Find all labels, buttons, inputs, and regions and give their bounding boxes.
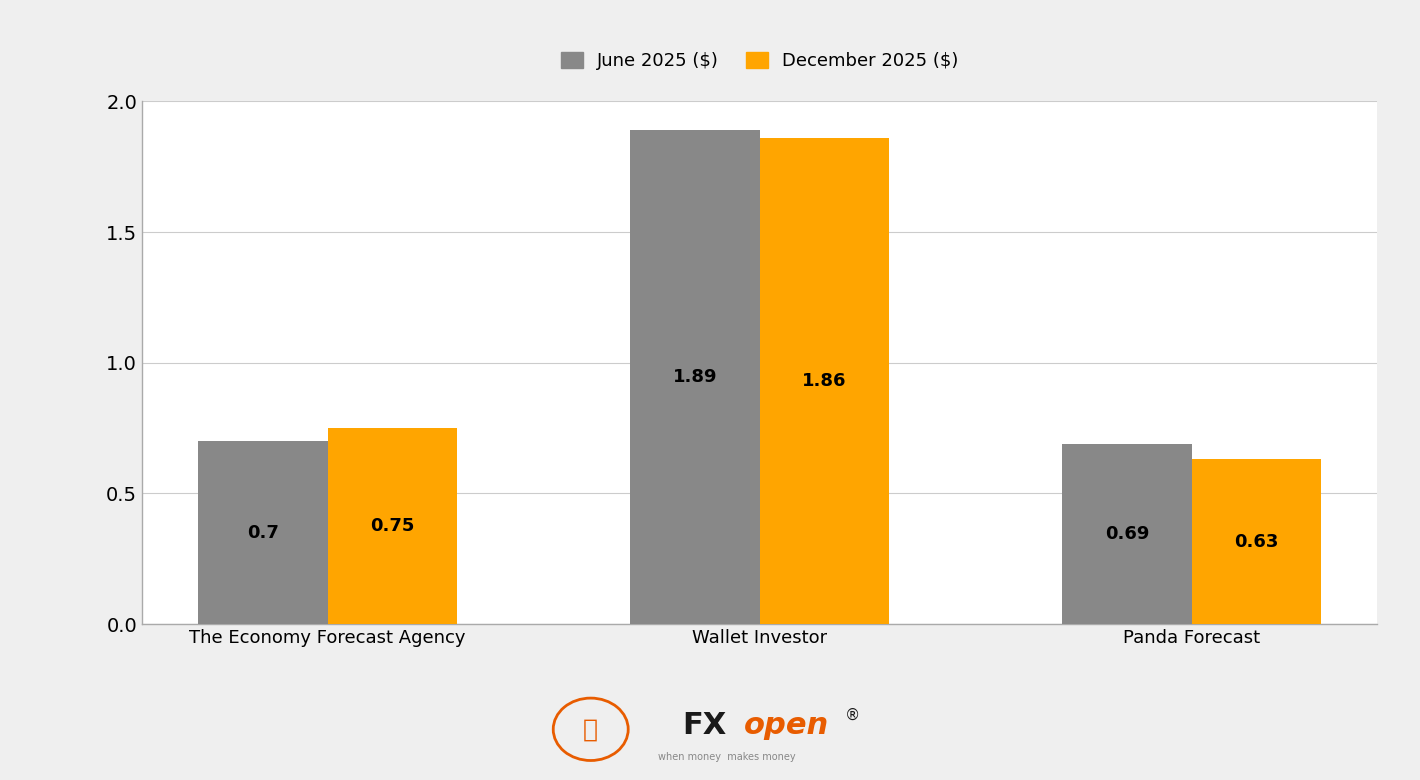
Bar: [199, 441, 328, 624]
Bar: [760, 138, 889, 624]
Bar: [630, 130, 760, 624]
Text: 1.86: 1.86: [802, 372, 846, 390]
Text: 🦁: 🦁: [584, 718, 598, 741]
Text: 0.75: 0.75: [371, 517, 415, 535]
Text: open: open: [744, 711, 829, 740]
Text: 1.89: 1.89: [673, 368, 717, 386]
Bar: [328, 428, 457, 624]
Text: 0.69: 0.69: [1105, 525, 1149, 543]
Bar: [1062, 444, 1191, 624]
Text: 0.7: 0.7: [247, 523, 278, 541]
Text: when money  makes money: when money makes money: [659, 752, 795, 761]
Bar: [1191, 459, 1321, 624]
Text: 0.63: 0.63: [1234, 533, 1278, 551]
Legend: June 2025 ($), December 2025 ($): June 2025 ($), December 2025 ($): [552, 42, 967, 79]
Text: FX: FX: [683, 711, 727, 740]
Text: ®: ®: [845, 707, 861, 723]
